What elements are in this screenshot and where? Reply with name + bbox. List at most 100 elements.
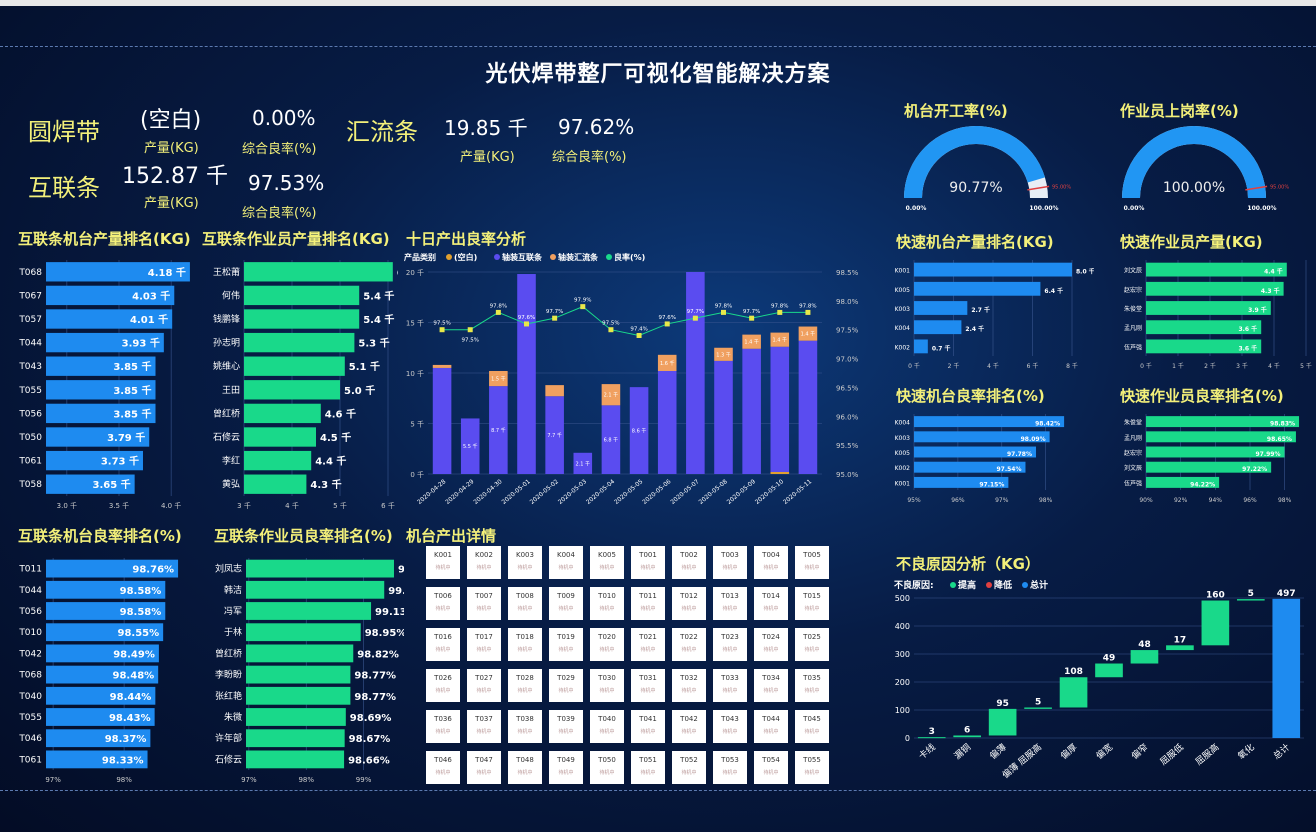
machine-tile[interactable]: T033 待机中 (713, 669, 747, 702)
machine-tile[interactable]: T052 待机中 (672, 751, 706, 784)
bar-bus (770, 332, 790, 347)
machine-tile[interactable]: T039 待机中 (549, 710, 583, 743)
category-label: 伍芦强 (1124, 343, 1142, 351)
yield-point (580, 304, 586, 310)
machine-tile[interactable]: T038 待机中 (508, 710, 542, 743)
machine-tile[interactable]: T035 待机中 (795, 669, 829, 702)
yield-point (495, 309, 501, 315)
machine-tile[interactable]: K005 待机中 (590, 546, 624, 579)
yield-point (805, 309, 811, 315)
data-label: 98.33% (102, 755, 144, 766)
machine-tile[interactable]: T024 待机中 (754, 628, 788, 661)
bar (46, 285, 175, 306)
category-label: K005 (895, 287, 911, 294)
machine-tile[interactable]: T004 待机中 (754, 546, 788, 579)
machine-tile[interactable]: T016 待机中 (426, 628, 460, 661)
machine-tile[interactable]: T013 待机中 (713, 587, 747, 620)
machine-tile[interactable]: T006 待机中 (426, 587, 460, 620)
machine-tile[interactable]: T012 待机中 (672, 587, 706, 620)
machine-tile[interactable]: T040 待机中 (590, 710, 624, 743)
x-tick-label: 5 千 (1300, 362, 1312, 370)
legend-label: (空白) (454, 252, 477, 262)
machine-tile[interactable]: T007 待机中 (467, 587, 501, 620)
machine-tile[interactable]: T028 待机中 (508, 669, 542, 702)
machine-tile-status: 待机中 (640, 565, 656, 571)
machine-tile[interactable]: T009 待机中 (549, 587, 583, 620)
bar (244, 474, 307, 494)
machine-tile[interactable]: T047 待机中 (467, 751, 501, 784)
category-label: T055 (18, 386, 42, 396)
machine-tile[interactable]: T055 待机中 (795, 751, 829, 784)
machine-tile[interactable]: T015 待机中 (795, 587, 829, 620)
machine-tile[interactable]: T044 待机中 (754, 710, 788, 743)
machine-tile[interactable]: T002 待机中 (672, 546, 706, 579)
section-operator-output-title: 互联条作业员产量排名(KG) (202, 230, 390, 248)
machine-tile[interactable]: T037 待机中 (467, 710, 501, 743)
machine-tile[interactable]: T029 待机中 (549, 669, 583, 702)
machine-tile[interactable]: T030 待机中 (590, 669, 624, 702)
bar (46, 427, 150, 447)
machine-tile[interactable]: T048 待机中 (508, 751, 542, 784)
category-label: 许年部 (215, 732, 242, 744)
machine-tile[interactable]: T041 待机中 (631, 710, 665, 743)
machine-tile[interactable]: T053 待机中 (713, 751, 747, 784)
machine-tile[interactable]: T010 待机中 (590, 587, 624, 620)
bar-inter (573, 452, 593, 474)
x-tick-label: 2020-05-07 (669, 478, 700, 506)
machine-tile[interactable]: T001 待机中 (631, 546, 665, 579)
machine-tile[interactable]: T003 待机中 (713, 546, 747, 579)
machine-tile[interactable]: K002 待机中 (467, 546, 501, 579)
machine-tile-status: 待机中 (804, 647, 820, 653)
machine-tile[interactable]: T036 待机中 (426, 710, 460, 743)
category-label: T056 (18, 409, 42, 419)
machine-tile[interactable]: T021 待机中 (631, 628, 665, 661)
machine-tile[interactable]: T054 待机中 (754, 751, 788, 784)
machine-tile[interactable]: T017 待机中 (467, 628, 501, 661)
kpi-bus-value-label: 产量(KG) (460, 150, 515, 165)
machine-tile[interactable]: T031 待机中 (631, 669, 665, 702)
category-label: 曾红桥 (213, 407, 240, 419)
machine-tile[interactable]: T020 待机中 (590, 628, 624, 661)
machine-tile[interactable]: T011 待机中 (631, 587, 665, 620)
machine-tile[interactable]: T051 待机中 (631, 751, 665, 784)
x-tick-label: 6 千 (1027, 362, 1039, 370)
machine-tile[interactable]: T025 待机中 (795, 628, 829, 661)
machine-tile[interactable]: T034 待机中 (754, 669, 788, 702)
category-label: 王田 (222, 385, 240, 396)
bottom-divider (0, 790, 1316, 791)
machine-tile[interactable]: T027 待机中 (467, 669, 501, 702)
bar-inter (489, 386, 508, 474)
section-gauge1-title: 机台开工率(%) (904, 102, 1008, 120)
machine-tile[interactable]: K001 待机中 (426, 546, 460, 579)
machine-tile-status: 待机中 (599, 565, 615, 571)
machine-tile[interactable]: T050 待机中 (590, 751, 624, 784)
machine-tile-status: 待机中 (558, 606, 574, 612)
legend-marker (494, 254, 500, 260)
x-tick-label: 98% (116, 776, 132, 784)
machine-tile[interactable]: T022 待机中 (672, 628, 706, 661)
machine-tile[interactable]: T045 待机中 (795, 710, 829, 743)
section-gauge2-title: 作业员上岗率(%) (1120, 102, 1239, 120)
machine-tile[interactable]: K003 待机中 (508, 546, 542, 579)
machine-tile[interactable]: T018 待机中 (508, 628, 542, 661)
data-label: 5.4 千 (363, 289, 394, 302)
machine-tile[interactable]: T046 待机中 (426, 751, 460, 784)
waterfall-bar (1024, 707, 1052, 709)
machine-tile[interactable]: T014 待机中 (754, 587, 788, 620)
machine-tile[interactable]: T023 待机中 (713, 628, 747, 661)
machine-tile[interactable]: T049 待机中 (549, 751, 583, 784)
machine-tile[interactable]: T043 待机中 (713, 710, 747, 743)
legend-label: 轴装汇流条 (558, 252, 599, 262)
machine-tile[interactable]: T042 待机中 (672, 710, 706, 743)
machine-tile-id: T038 (516, 715, 534, 723)
machine-tile[interactable]: T005 待机中 (795, 546, 829, 579)
category-label: 朱俊堂 (1124, 305, 1142, 313)
data-label: 99.13% (375, 607, 404, 618)
machine-tile[interactable]: K004 待机中 (549, 546, 583, 579)
machine-tile-id: T006 (434, 592, 452, 600)
machine-tile[interactable]: T019 待机中 (549, 628, 583, 661)
machine-tile[interactable]: T008 待机中 (508, 587, 542, 620)
x-tick-label: 4.0 千 (161, 501, 181, 510)
machine-tile[interactable]: T026 待机中 (426, 669, 460, 702)
machine-tile[interactable]: T032 待机中 (672, 669, 706, 702)
